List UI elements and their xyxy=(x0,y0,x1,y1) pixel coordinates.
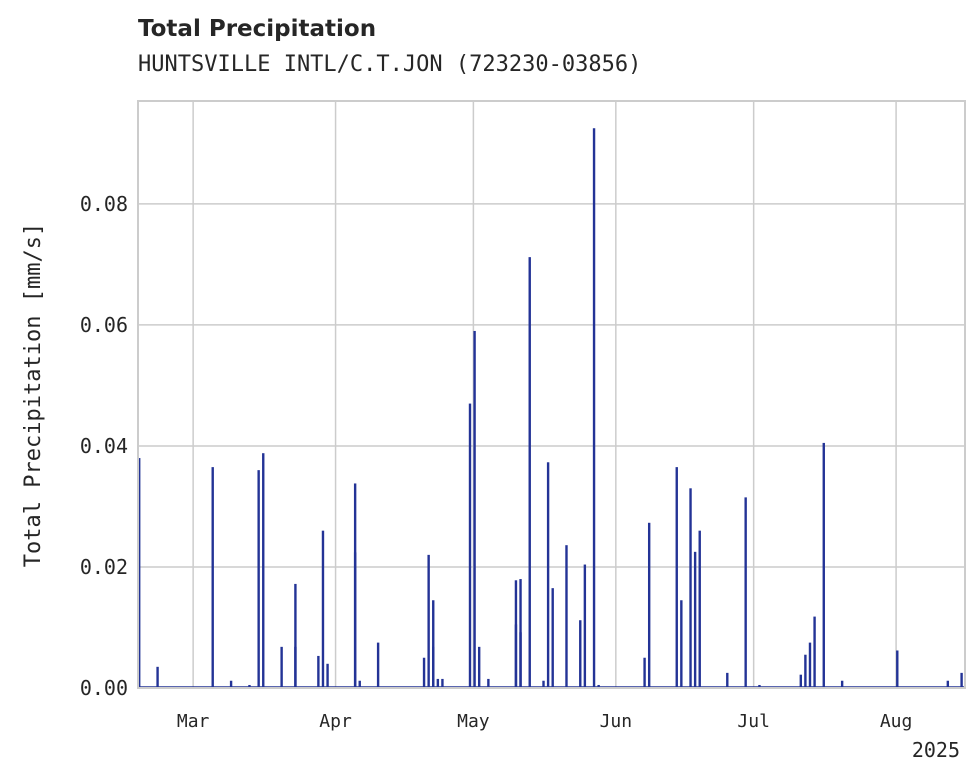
precip-bar xyxy=(813,616,816,688)
precip-bar xyxy=(946,680,950,688)
precip-bar xyxy=(294,583,297,688)
x-tick-labels: Mar Apr May Jun Jul Aug xyxy=(177,711,912,732)
precip-bar xyxy=(960,672,963,688)
precip-bar xyxy=(647,522,651,688)
precip-bar xyxy=(229,680,233,688)
y-axis-label: Total Precipitation [mm/s] xyxy=(21,223,46,567)
precip-bar xyxy=(542,680,545,688)
precip-bar xyxy=(138,458,141,688)
precip-bar xyxy=(528,257,531,688)
x-tick-label: Jun xyxy=(600,711,633,732)
precip-bar xyxy=(358,680,361,688)
precip-bar xyxy=(487,678,490,688)
precip-bar xyxy=(726,672,729,688)
chart-title: Total Precipitation xyxy=(138,16,377,42)
y-tick-labels: 0.00 0.02 0.04 0.06 0.08 xyxy=(80,192,128,700)
x-tick-label: Apr xyxy=(319,711,352,732)
precip-bar xyxy=(808,642,812,688)
y-tick-label: 0.04 xyxy=(80,434,128,458)
precip-bar xyxy=(680,600,683,688)
precip-bar xyxy=(326,663,329,688)
precip-bar xyxy=(592,128,596,689)
precip-bar xyxy=(565,545,568,688)
precip-bar xyxy=(519,632,522,688)
precip-bar xyxy=(432,600,435,688)
precip-bar xyxy=(294,646,297,688)
precip-bar xyxy=(441,678,444,688)
precip-bar xyxy=(514,624,518,688)
precip-bar xyxy=(257,470,260,688)
precip-bar xyxy=(698,530,701,688)
x-tick-label: Jul xyxy=(737,711,770,732)
precip-bar xyxy=(353,552,357,688)
precip-bar xyxy=(262,453,265,688)
precip-bar xyxy=(551,588,554,688)
precip-bar xyxy=(799,674,802,688)
y-tick-label: 0.02 xyxy=(80,555,128,579)
precip-bar xyxy=(675,467,678,688)
precip-bar xyxy=(280,646,283,688)
precip-bar xyxy=(432,646,435,688)
precip-bar xyxy=(422,657,426,688)
precip-bar xyxy=(643,657,646,688)
x-tick-label: Aug xyxy=(880,711,913,732)
precip-bar xyxy=(896,650,899,688)
x-tick-label: Mar xyxy=(177,711,210,732)
precip-bar xyxy=(804,654,807,688)
precip-bar xyxy=(211,467,214,688)
y-tick-label: 0.00 xyxy=(80,676,128,700)
precip-bar xyxy=(468,403,472,688)
precip-bar xyxy=(317,655,320,688)
precip-bar xyxy=(321,530,325,688)
y-tick-label: 0.08 xyxy=(80,192,128,216)
precip-bar xyxy=(473,330,476,688)
precip-bar xyxy=(427,554,430,688)
precip-bar xyxy=(579,620,582,688)
precip-bar xyxy=(744,497,747,688)
precip-bar xyxy=(477,646,481,688)
precip-bar xyxy=(822,442,825,688)
precip-bar xyxy=(156,666,159,688)
y-tick-label: 0.06 xyxy=(80,313,128,337)
chart-subtitle: HUNTSVILLE INTL/C.T.JON (723230-03856) xyxy=(138,52,642,77)
precip-bar xyxy=(689,488,692,688)
precip-bar xyxy=(840,680,844,688)
precip-bar xyxy=(376,642,380,688)
precip-bar xyxy=(436,678,440,688)
bars-group xyxy=(138,128,965,689)
x-offset-label: 2025 xyxy=(912,738,960,762)
x-tick-label: May xyxy=(457,711,490,732)
precip-bar xyxy=(583,564,587,688)
precip-bar xyxy=(693,551,697,688)
precip-bar xyxy=(546,462,550,688)
plot-frame xyxy=(137,100,966,689)
